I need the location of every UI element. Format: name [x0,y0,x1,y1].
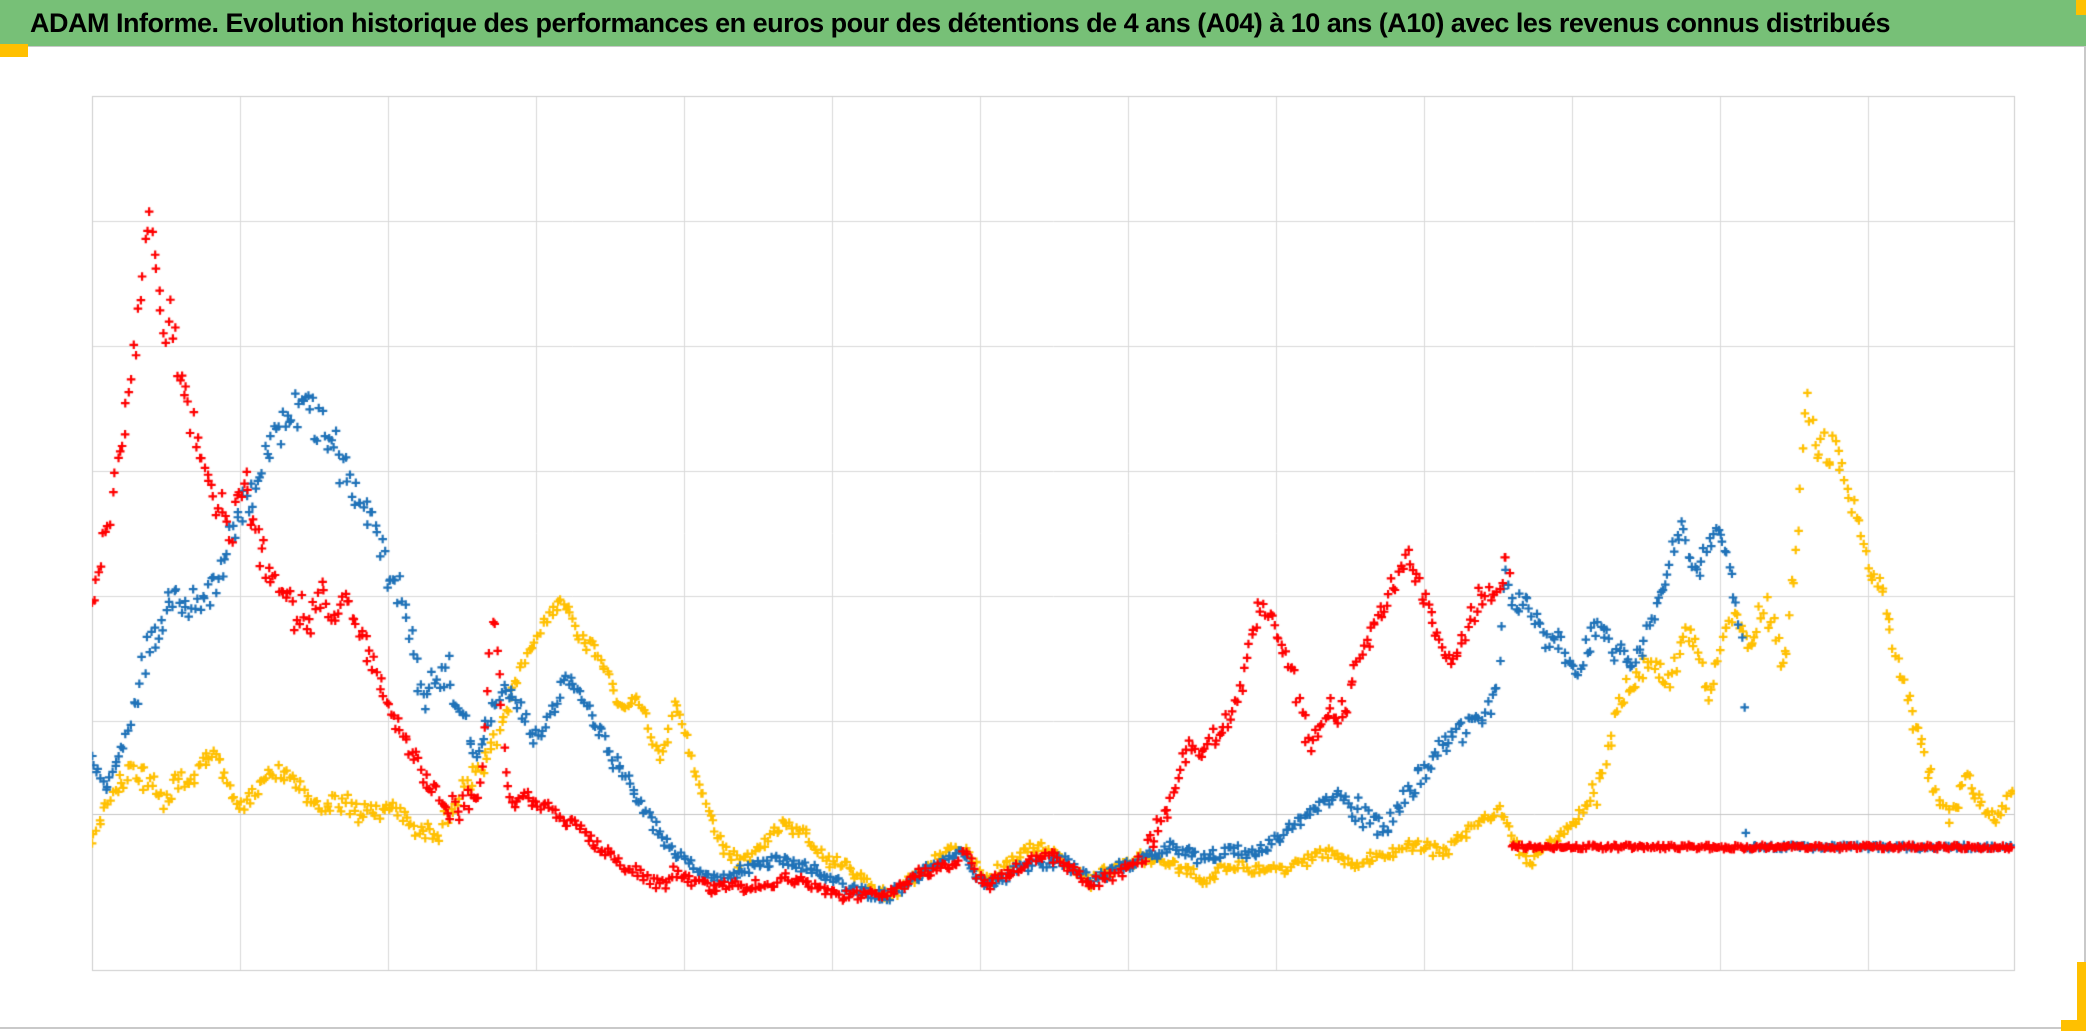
accent-bottom-right-horizontal [2061,1020,2086,1031]
window-border-right [2084,0,2086,1031]
accent-tab-left [0,44,28,57]
window-border-bottom [0,1027,2086,1029]
accent-bottom-right-vertical [2077,962,2086,1028]
chart-title: ADAM Informe. Evolution historique des p… [30,7,1891,38]
accent-top-right [2076,0,2086,15]
title-bar: ADAM Informe. Evolution historique des p… [0,0,2086,47]
